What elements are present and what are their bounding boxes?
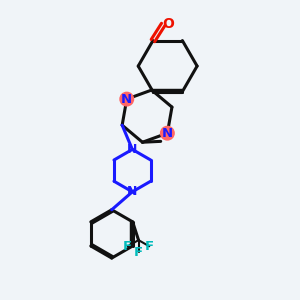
Text: F: F: [123, 240, 132, 253]
Text: O: O: [162, 17, 174, 31]
Text: N: N: [127, 185, 137, 198]
Text: N: N: [127, 143, 137, 156]
Text: F: F: [134, 246, 143, 259]
Text: F: F: [145, 240, 154, 253]
Circle shape: [160, 126, 174, 140]
Text: N: N: [162, 127, 173, 140]
Circle shape: [120, 92, 134, 106]
Text: N: N: [121, 93, 132, 106]
